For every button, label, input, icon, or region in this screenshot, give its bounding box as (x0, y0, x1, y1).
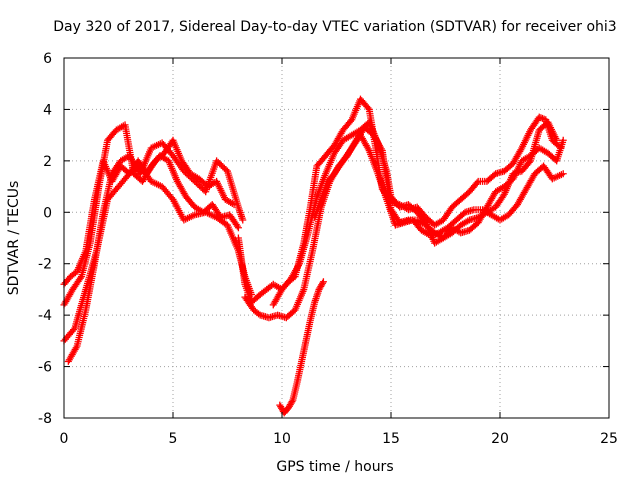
data-point (553, 136, 561, 144)
data-point (233, 222, 241, 230)
x-tick-label: 0 (60, 431, 69, 447)
y-tick-label: -8 (38, 411, 52, 427)
x-tick-label: 10 (273, 431, 291, 447)
data-point (76, 274, 84, 282)
data-point (70, 326, 78, 334)
x-tick-label: 15 (382, 431, 400, 447)
series-track-i (276, 278, 327, 417)
y-tick-label: -6 (38, 360, 52, 376)
series-track-f (241, 118, 561, 322)
y-tick-label: 2 (43, 154, 52, 170)
series-track-h (311, 131, 567, 239)
series-track-g (269, 118, 567, 309)
grid (64, 58, 609, 418)
x-axis-label: GPS time / hours (276, 459, 393, 475)
series-track-d (64, 139, 247, 365)
data-point (239, 216, 247, 224)
y-tick-label: 0 (43, 205, 52, 221)
data-point (559, 170, 567, 178)
x-tick-label: 25 (600, 431, 618, 447)
y-tick-label: -4 (38, 308, 52, 324)
data-point (234, 224, 242, 232)
y-tick-label: 4 (43, 102, 52, 118)
series-track-e (234, 95, 565, 306)
chart-title: Day 320 of 2017, Sidereal Day-to-day VTE… (53, 19, 616, 35)
plot-frame (63, 57, 610, 419)
x-tick-label: 20 (491, 431, 509, 447)
x-tick-label: 5 (169, 431, 178, 447)
y-tick-label: -2 (38, 257, 52, 273)
y-tick-label: 6 (43, 51, 52, 67)
ticks: 0 5 10 15 20 25 -8 -6 -4 -2 0 2 4 6 (38, 51, 618, 447)
y-axis-label: SDTVAR / TECUs (6, 181, 22, 296)
data-point (364, 104, 372, 112)
data-layer (60, 95, 567, 417)
data-point (473, 179, 481, 187)
data-point (288, 398, 296, 406)
data-point (319, 279, 327, 287)
data-point (559, 136, 567, 144)
data-point (319, 278, 327, 286)
